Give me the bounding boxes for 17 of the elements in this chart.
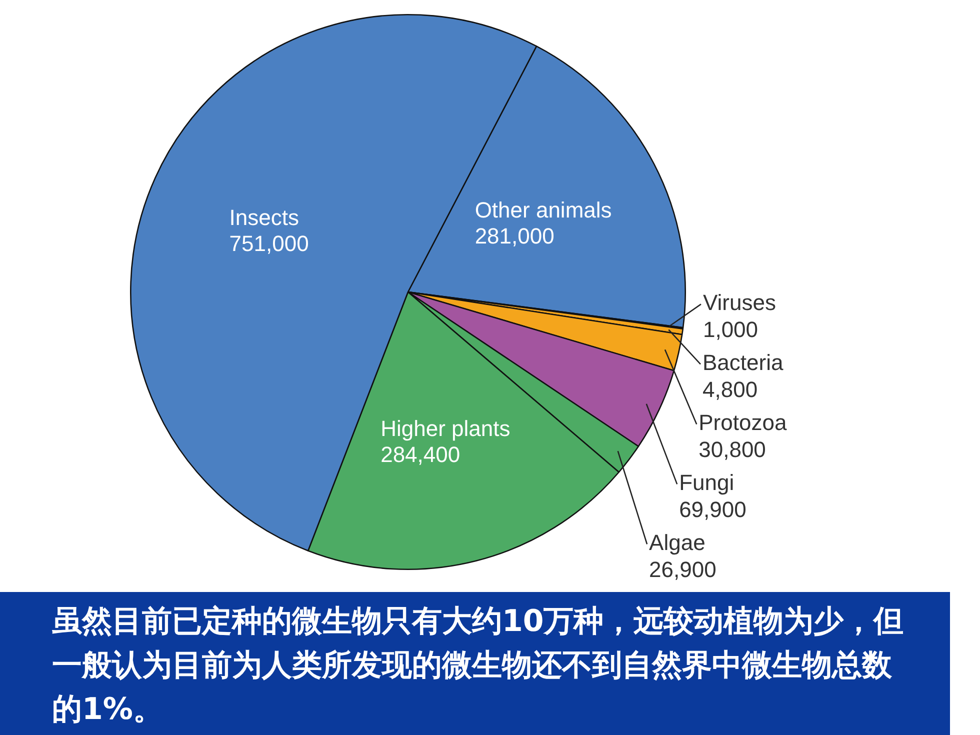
slice-label: Fungi [679, 470, 734, 496]
data-label: 4,800 [702, 377, 758, 402]
data-label: 751,000 [229, 231, 309, 256]
slice-label: Other animals [474, 198, 612, 223]
slice-label: Bacteria [702, 350, 784, 376]
slice-label: Insects [229, 205, 299, 230]
data-label: 284,400 [380, 442, 460, 467]
data-label: 30,800 [698, 437, 766, 462]
data-label: 26,900 [649, 557, 716, 582]
slice-label: Protozoa [698, 410, 788, 436]
slice-label: Viruses [702, 290, 776, 316]
data-label: 69,900 [679, 497, 746, 522]
data-label: 1,000 [702, 317, 758, 342]
text: 虽然目前已定种的微生物只有大约10万种，远较动植物为少，但一般认为目前为人类所发现的微生物还不到自然界中微生物总数的1%。 [0, 592, 950, 735]
slice-label: Higher plants [380, 416, 510, 441]
data-label: 281,000 [474, 224, 554, 249]
slice-label: Algae [649, 530, 706, 556]
